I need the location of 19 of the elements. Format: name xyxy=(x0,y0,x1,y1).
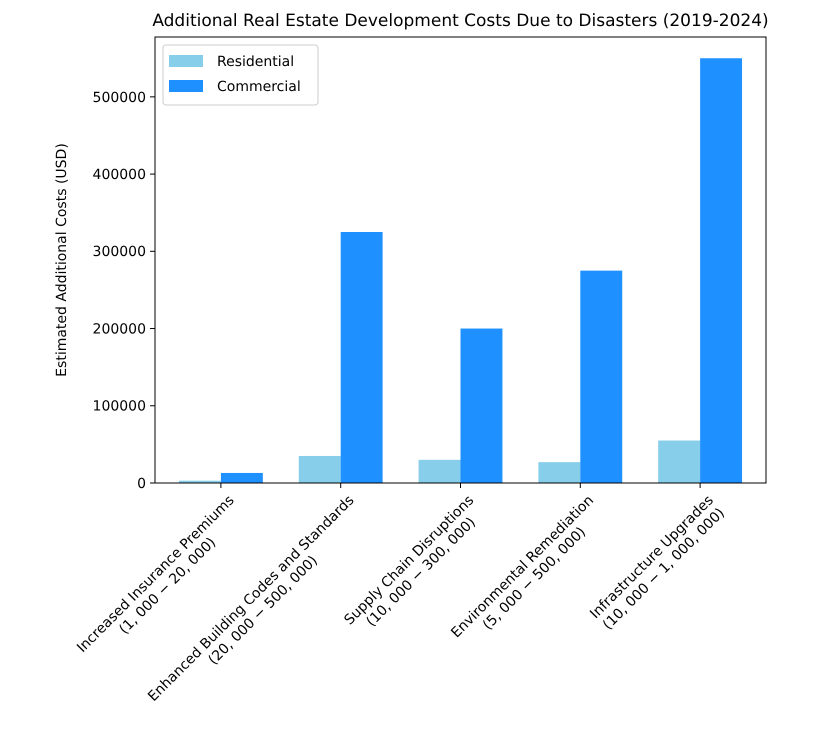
chart-title: Additional Real Estate Development Costs Due to Disasters (2019-2024) xyxy=(152,11,769,31)
bar xyxy=(340,232,383,483)
legend-label: Residential xyxy=(217,54,294,70)
bar xyxy=(460,328,502,483)
bar xyxy=(538,462,580,483)
y-tick-label: 0 xyxy=(137,476,146,492)
y-tick-label: 300000 xyxy=(92,244,146,260)
y-tick-label: 100000 xyxy=(92,398,146,415)
y-tick-label: 200000 xyxy=(92,321,146,338)
bar xyxy=(298,456,341,483)
y-axis-title: Estimated Additional Costs (USD) xyxy=(54,143,70,377)
bar xyxy=(700,58,742,483)
bar xyxy=(658,440,700,483)
y-tick-label: 400000 xyxy=(92,166,146,183)
bar xyxy=(418,460,460,483)
bar xyxy=(220,472,263,483)
legend-label: Commercial xyxy=(217,78,301,95)
bar xyxy=(580,270,622,483)
y-tick-label: 500000 xyxy=(92,90,146,106)
